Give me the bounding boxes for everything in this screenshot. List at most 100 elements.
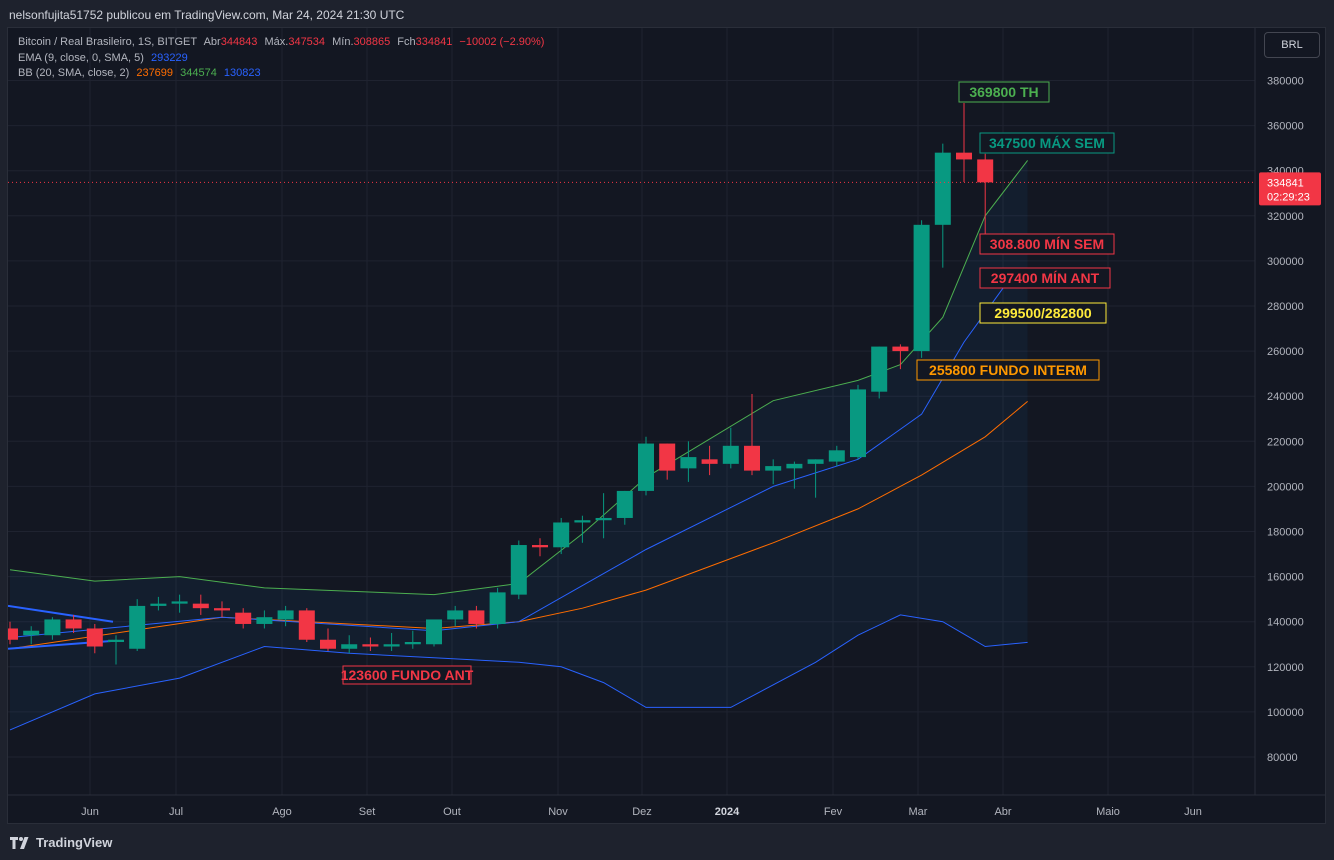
candle[interactable] [171, 594, 188, 613]
ema-value: 293229 [151, 51, 188, 64]
candle[interactable] [532, 538, 548, 557]
ema-label[interactable]: EMA (9, close, 0, SMA, 5) [18, 51, 144, 64]
ann-297400[interactable]: 297400 MÍN ANT [979, 267, 1111, 289]
bb-label[interactable]: BB (20, SMA, close, 2) [18, 67, 130, 79]
legend-ema-row[interactable]: EMA (9, close, 0, SMA, 5) 293229 [18, 51, 548, 67]
candle[interactable] [489, 587, 506, 629]
candle[interactable] [701, 445, 718, 476]
price-tick-label: 380000 [1267, 76, 1304, 88]
ann-369800[interactable]: 369800 TH [958, 81, 1050, 103]
plot-area[interactable] [2, 103, 1028, 731]
candle[interactable] [235, 608, 252, 629]
time-tick-label: Maio [1096, 806, 1120, 818]
candle[interactable] [404, 630, 421, 649]
candle[interactable] [828, 445, 845, 467]
candle[interactable] [65, 614, 82, 633]
annotations[interactable]: 369800 TH 347500 MÁX SEM 308.800 MÍN SEM 29… [341, 81, 1115, 685]
candle[interactable] [510, 540, 527, 600]
ann-347500[interactable]: 347500 MÁX SEM [979, 132, 1115, 154]
currency-button[interactable]: BRL [1264, 32, 1320, 58]
candle[interactable] [786, 461, 803, 489]
candle[interactable] [977, 153, 994, 242]
bb-lower-value: 130823 [223, 67, 261, 79]
candle[interactable] [214, 601, 230, 618]
candle[interactable] [722, 427, 739, 469]
candle[interactable] [2, 621, 18, 645]
header: nelsonfujita51752 publicou em TradingVie… [0, 0, 1334, 28]
candle[interactable] [595, 493, 612, 539]
annotation-text: 369800 TH [969, 84, 1038, 100]
candle[interactable] [574, 515, 591, 543]
candle[interactable] [956, 103, 972, 182]
candle-body [298, 610, 315, 640]
time-tick-label: Jun [81, 806, 99, 818]
candle[interactable] [129, 599, 146, 652]
time-axis[interactable]: Jun Jul Ago Set Out Nov Dez 2024 Fev Mar Abr Maio Ju… [81, 806, 1202, 818]
candle[interactable] [277, 605, 294, 627]
candle[interactable] [934, 143, 951, 268]
ann-255800[interactable]: 255800 FUNDO INTERM [916, 359, 1100, 381]
candle[interactable] [553, 517, 570, 555]
candle[interactable] [616, 490, 633, 525]
candle-body [828, 450, 845, 462]
candle[interactable] [850, 384, 866, 460]
candle[interactable] [871, 346, 888, 399]
chart-frame[interactable] [7, 27, 1326, 824]
candle-body [934, 152, 951, 225]
price-tick-label: 160000 [1267, 572, 1304, 584]
ann-299500[interactable]: 299500/282800 [979, 302, 1107, 324]
candle-body [807, 459, 824, 464]
close-label: Fch [397, 36, 416, 48]
candle[interactable] [192, 594, 209, 615]
candle[interactable] [426, 619, 442, 647]
candle-body [850, 389, 866, 458]
candle[interactable] [256, 610, 273, 629]
candle[interactable] [383, 632, 400, 652]
candles [2, 103, 994, 665]
candle[interactable] [913, 220, 930, 358]
tradingview-logo[interactable]: TradingView [10, 835, 112, 850]
candle[interactable] [86, 623, 103, 654]
candle[interactable] [807, 459, 824, 498]
candle[interactable] [108, 635, 124, 665]
legend-symbol-row[interactable]: Bitcoin / Real Brasileiro, 1S, BITGET Ab… [18, 35, 548, 51]
candle[interactable] [892, 344, 909, 370]
candle[interactable] [659, 443, 676, 480]
symbol-name[interactable]: Bitcoin / Real Brasileiro, 1S, BITGET [18, 36, 198, 48]
candle[interactable] [320, 628, 336, 652]
candle-body [86, 628, 103, 647]
candle-body [510, 545, 527, 595]
candle[interactable] [23, 626, 40, 645]
annotation-text: 308.800 MÍN SEM [990, 236, 1104, 252]
candle[interactable] [341, 635, 358, 654]
bb-basis-line [9, 401, 1028, 650]
candle[interactable] [362, 637, 379, 652]
price-tick-label: 220000 [1267, 436, 1304, 448]
price-tag-countdown: 02:29:23 [1267, 191, 1310, 203]
candle-body [871, 346, 888, 392]
candle[interactable] [744, 393, 760, 476]
candle[interactable] [150, 596, 167, 611]
candle-body [977, 159, 994, 183]
candle[interactable] [44, 617, 61, 640]
ann-123600[interactable]: 123600 FUNDO ANT [341, 665, 474, 685]
candle-body [553, 522, 570, 548]
time-tick-label: Out [443, 806, 461, 818]
price-tick-label: 240000 [1267, 391, 1304, 403]
candle[interactable] [680, 441, 697, 482]
candle[interactable] [765, 459, 782, 485]
current-price-tag[interactable]: 334841 02:29:23 [1259, 172, 1321, 206]
legend-bb-row[interactable]: BB (20, SMA, close, 2) 237699 344574 130… [18, 66, 548, 82]
price-tick-label: 100000 [1267, 707, 1304, 719]
ann-308800[interactable]: 308.800 MÍN SEM [979, 233, 1115, 255]
candle-body [956, 152, 972, 160]
time-tick-label: 2024 [715, 806, 740, 818]
candle[interactable] [447, 605, 464, 627]
candle[interactable] [468, 605, 485, 629]
price-tick-label: 120000 [1267, 662, 1304, 674]
candle[interactable] [298, 608, 315, 642]
candle[interactable] [638, 436, 654, 496]
candle-body [150, 603, 167, 606]
trendline-upper[interactable] [8, 604, 114, 623]
